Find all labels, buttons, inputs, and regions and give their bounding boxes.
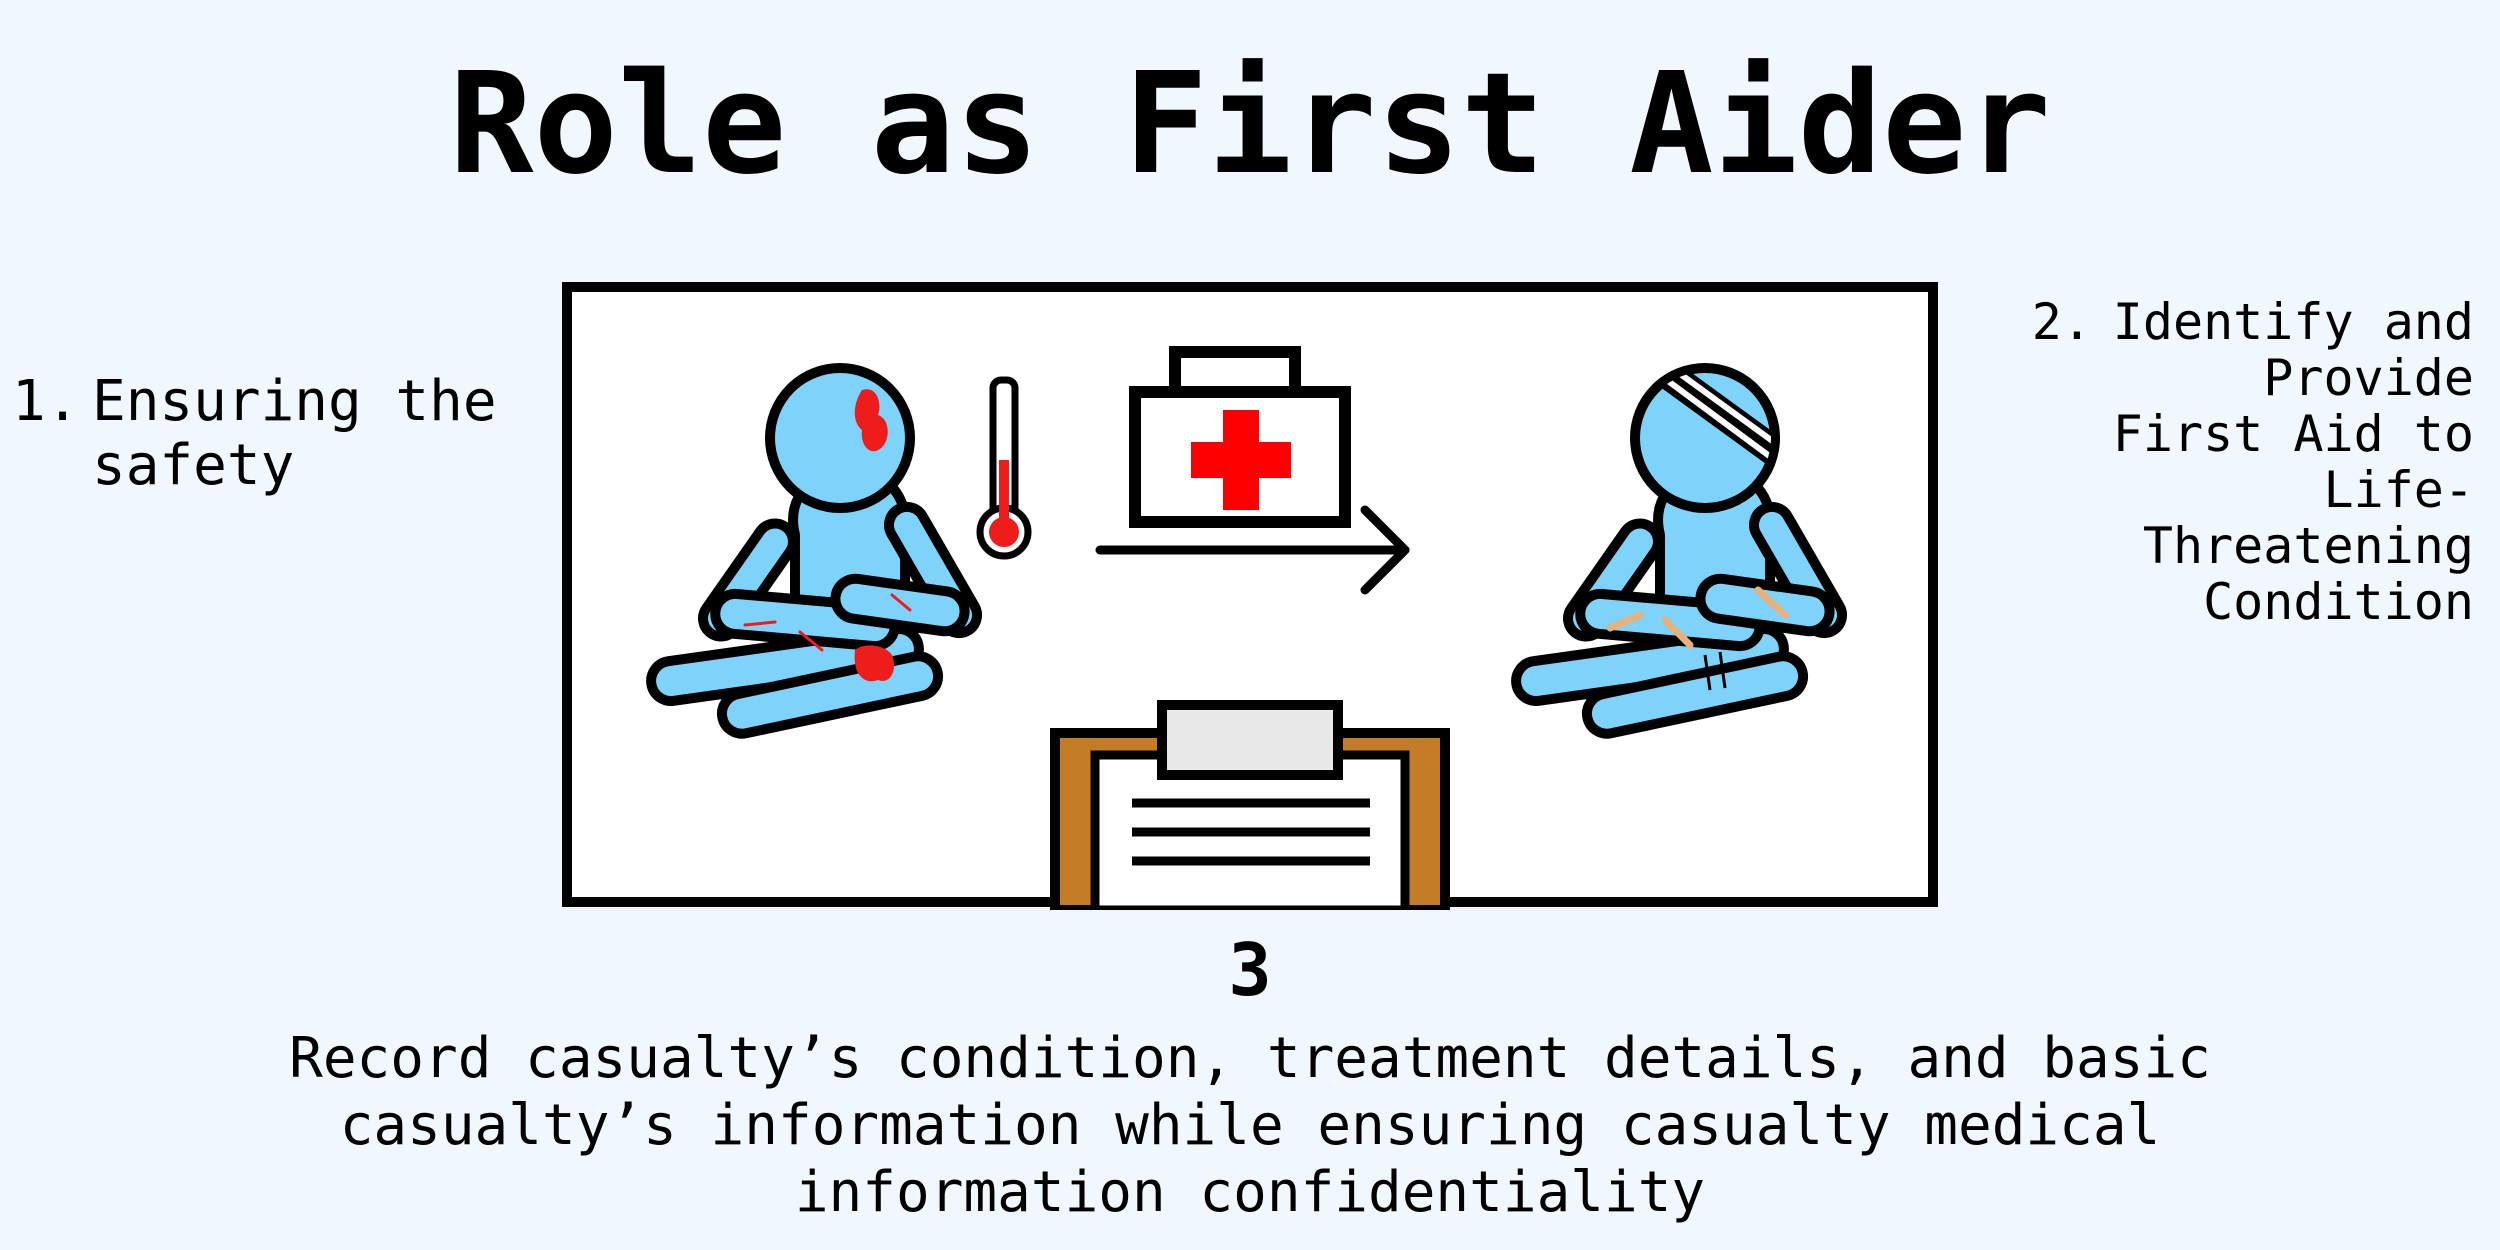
step-1: 1. Ensuring the safety: [12, 370, 532, 498]
arrow-right-icon: [1095, 505, 1410, 595]
page-title: Role as First Aider: [449, 43, 2051, 206]
step-2: 2. Identify and Provide First Aid to Lif…: [1944, 294, 2474, 630]
first-aid-kit-icon: [1129, 346, 1351, 528]
step-2-number: 2.: [2031, 293, 2092, 351]
first-aid-illustration: [562, 282, 1938, 910]
step-1-text: Ensuring the safety: [92, 369, 497, 498]
injured-casualty-icon: [646, 363, 982, 739]
bandaged-casualty-icon: [1511, 363, 1847, 739]
step-2-text: Identify and Provide First Aid to Life-T…: [2112, 293, 2474, 631]
step-3-text: Record casualty’s condition, treatment d…: [289, 1026, 2211, 1225]
clipboard-icon: [1050, 700, 1450, 910]
step-3-number: 3: [1228, 928, 1272, 1012]
thermometer-icon: [976, 376, 1032, 560]
step-1-number: 1.: [12, 369, 80, 434]
